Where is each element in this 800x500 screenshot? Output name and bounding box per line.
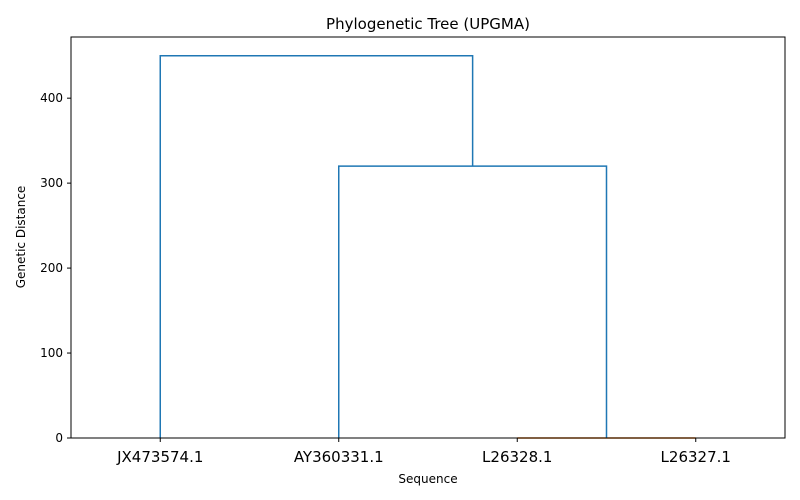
dendrogram-link-2: [338, 165, 608, 438]
axes-group: 0 100 200 300 400 JX473574.1 AY360331.1 L26328.…: [40, 36, 786, 466]
dendrogram-link-3: [159, 54, 474, 438]
leaf-label-1: JX473574.1: [116, 448, 203, 466]
chart-title: Phylogenetic Tree (UPGMA): [326, 15, 530, 33]
plot-area: [159, 54, 696, 439]
y-tick-label-300: 300: [40, 176, 63, 190]
y-tick-label-200: 200: [40, 261, 63, 275]
leaf-label-4: L26327.1: [661, 448, 731, 466]
x-axis-label: Sequence: [398, 472, 457, 486]
leaf-label-3: L26328.1: [482, 448, 552, 466]
y-axis-label: Genetic Distance: [14, 186, 28, 289]
y-tick-label-0: 0: [55, 431, 63, 445]
plot-frame: [70, 36, 786, 439]
y-tick-label-400: 400: [40, 91, 63, 105]
leaf-label-2: AY360331.1: [294, 448, 384, 466]
y-tick-label-100: 100: [40, 346, 63, 360]
